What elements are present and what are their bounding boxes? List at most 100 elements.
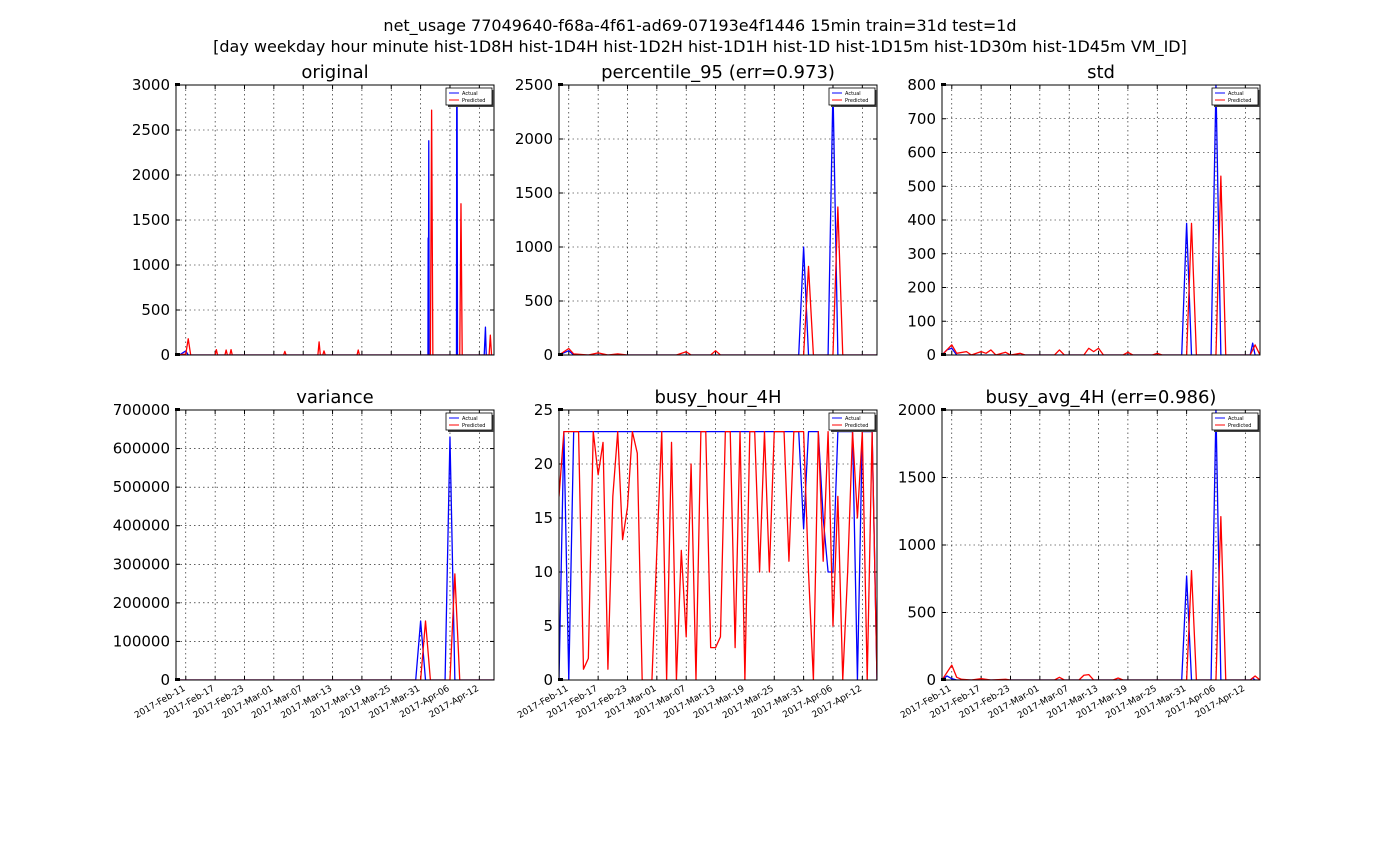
axes-frame xyxy=(558,409,878,681)
series-predicted-line xyxy=(559,206,877,355)
axes-frame xyxy=(941,84,1261,356)
y-axis-top-cap xyxy=(558,83,563,86)
y-tick-label: 500 xyxy=(907,604,936,622)
y-tick-label: 5 xyxy=(543,617,553,635)
y-tick-label: 700 xyxy=(907,110,936,128)
subplot-1: 0 500 1000 1500 2000 2500 3000 original ActualPr… xyxy=(132,62,495,364)
subplot-title: percentile_95 (err=0.973) xyxy=(601,62,835,83)
y-axis-bottom-cap xyxy=(941,353,946,356)
y-tick-label: 0 xyxy=(543,346,553,364)
legend-label-predicted: Predicted xyxy=(845,423,868,429)
y-axis-bottom-cap xyxy=(175,353,180,356)
subplot-grid: 050010001500200025003000originalActualPr… xyxy=(113,62,1261,721)
subplot-title: variance xyxy=(296,387,374,408)
y-axis-top-cap xyxy=(941,83,946,86)
legend-label-actual: Actual xyxy=(1228,91,1244,97)
y-tick-label: 100 xyxy=(907,312,936,330)
legend-box xyxy=(1211,87,1259,106)
y-tick-label: 800 xyxy=(907,76,936,94)
y-tick-label: 1000 xyxy=(515,238,553,256)
axes-frame xyxy=(558,84,878,356)
y-tick-label: 200 xyxy=(907,279,936,297)
y-tick-label: 10 xyxy=(534,563,553,581)
y-axis-top-cap xyxy=(175,83,180,86)
y-tick-label: 400 xyxy=(907,211,936,229)
y-tick-label: 2500 xyxy=(515,76,553,94)
legend-label-predicted: Predicted xyxy=(1228,98,1251,104)
legend-label-predicted: Predicted xyxy=(462,423,485,429)
y-tick-label: 3000 xyxy=(132,76,170,94)
legend-label-actual: Actual xyxy=(845,416,861,422)
y-tick-label: 0 xyxy=(926,671,936,689)
legend-label-predicted: Predicted xyxy=(462,98,485,104)
legend-label-actual: Actual xyxy=(462,91,478,97)
y-tick-label: 0 xyxy=(543,671,553,689)
y-tick-label: 200000 xyxy=(113,594,170,612)
series-actual-line xyxy=(176,93,494,355)
y-tick-label: 25 xyxy=(534,401,553,419)
y-axis-bottom-cap xyxy=(558,678,563,681)
subplot-title: std xyxy=(1087,62,1115,83)
axes-frame xyxy=(175,409,495,681)
subplot-6: 05001000150020002017-Feb-112017-Feb-1720… xyxy=(898,387,1261,721)
series-predicted-line xyxy=(176,109,493,355)
y-tick-label: 1500 xyxy=(515,184,553,202)
y-tick-label: 1500 xyxy=(132,211,170,229)
y-axis-bottom-cap xyxy=(941,678,946,681)
y-tick-label: 600 xyxy=(907,144,936,162)
y-axis-bottom-cap xyxy=(558,353,563,356)
legend-box xyxy=(828,87,876,106)
y-tick-label: 1000 xyxy=(898,536,936,554)
subplot-title: original xyxy=(301,62,368,83)
legend-box xyxy=(1211,412,1259,431)
series-actual-line xyxy=(176,436,494,680)
subplot-title: busy_hour_4H xyxy=(654,387,781,408)
series-actual-line xyxy=(942,84,1260,355)
y-tick-label: 300 xyxy=(907,245,936,263)
series-predicted-line xyxy=(176,573,494,680)
subplot-5: 05101520252017-Feb-112017-Feb-172017-Feb… xyxy=(516,387,878,721)
y-axis-top-cap xyxy=(941,408,946,411)
subplot-title: busy_avg_4H (err=0.986) xyxy=(986,387,1217,408)
y-axis-top-cap xyxy=(558,408,563,411)
series-predicted-line xyxy=(942,516,1260,680)
y-tick-label: 2500 xyxy=(132,121,170,139)
y-tick-label: 2000 xyxy=(515,130,553,148)
y-tick-label: 20 xyxy=(534,455,553,473)
y-tick-label: 500000 xyxy=(113,478,170,496)
legend-label-actual: Actual xyxy=(1228,416,1244,422)
axes-frame xyxy=(175,84,495,356)
y-tick-label: 0 xyxy=(160,346,170,364)
series-actual-line xyxy=(559,430,877,680)
legend-label-predicted: Predicted xyxy=(845,98,868,104)
y-tick-label: 1500 xyxy=(898,469,936,487)
y-tick-label: 500 xyxy=(141,301,170,319)
y-tick-label: 700000 xyxy=(113,401,170,419)
figure-title-line-2: [day weekday hour minute hist-1D8H hist-… xyxy=(213,37,1187,57)
legend-label-actual: Actual xyxy=(462,416,478,422)
y-tick-label: 100000 xyxy=(113,632,170,650)
y-axis-top-cap xyxy=(175,408,180,411)
legend-label-actual: Actual xyxy=(845,91,861,97)
legend-box xyxy=(445,87,493,106)
legend-box xyxy=(828,412,876,431)
series-predicted-line xyxy=(559,430,877,680)
y-axis-bottom-cap xyxy=(175,678,180,681)
axes-frame xyxy=(941,409,1261,681)
subplot-3: 0 100 200 300 400 500 600 700 800 std ActualPredic… xyxy=(907,62,1261,364)
legend-label-predicted: Predicted xyxy=(1228,423,1251,429)
y-tick-label: 2000 xyxy=(132,166,170,184)
y-tick-label: 500 xyxy=(907,177,936,195)
subplot-4: 0 100000 200000 300000 400000 500000 600000 700… xyxy=(113,387,495,721)
y-tick-label: 0 xyxy=(926,346,936,364)
subplot-2: 0 500 1000 1500 2000 2500 percentile_95 (err=0… xyxy=(515,62,878,364)
series-actual-line xyxy=(559,87,877,355)
y-tick-label: 2000 xyxy=(898,401,936,419)
y-tick-label: 300000 xyxy=(113,555,170,573)
y-tick-label: 15 xyxy=(534,509,553,527)
y-tick-label: 400000 xyxy=(113,517,170,535)
y-tick-label: 0 xyxy=(160,671,170,689)
figure-title-line-1: net_usage 77049640-f68a-4f61-ad69-07193e… xyxy=(383,16,1016,36)
y-tick-label: 500 xyxy=(524,292,553,310)
